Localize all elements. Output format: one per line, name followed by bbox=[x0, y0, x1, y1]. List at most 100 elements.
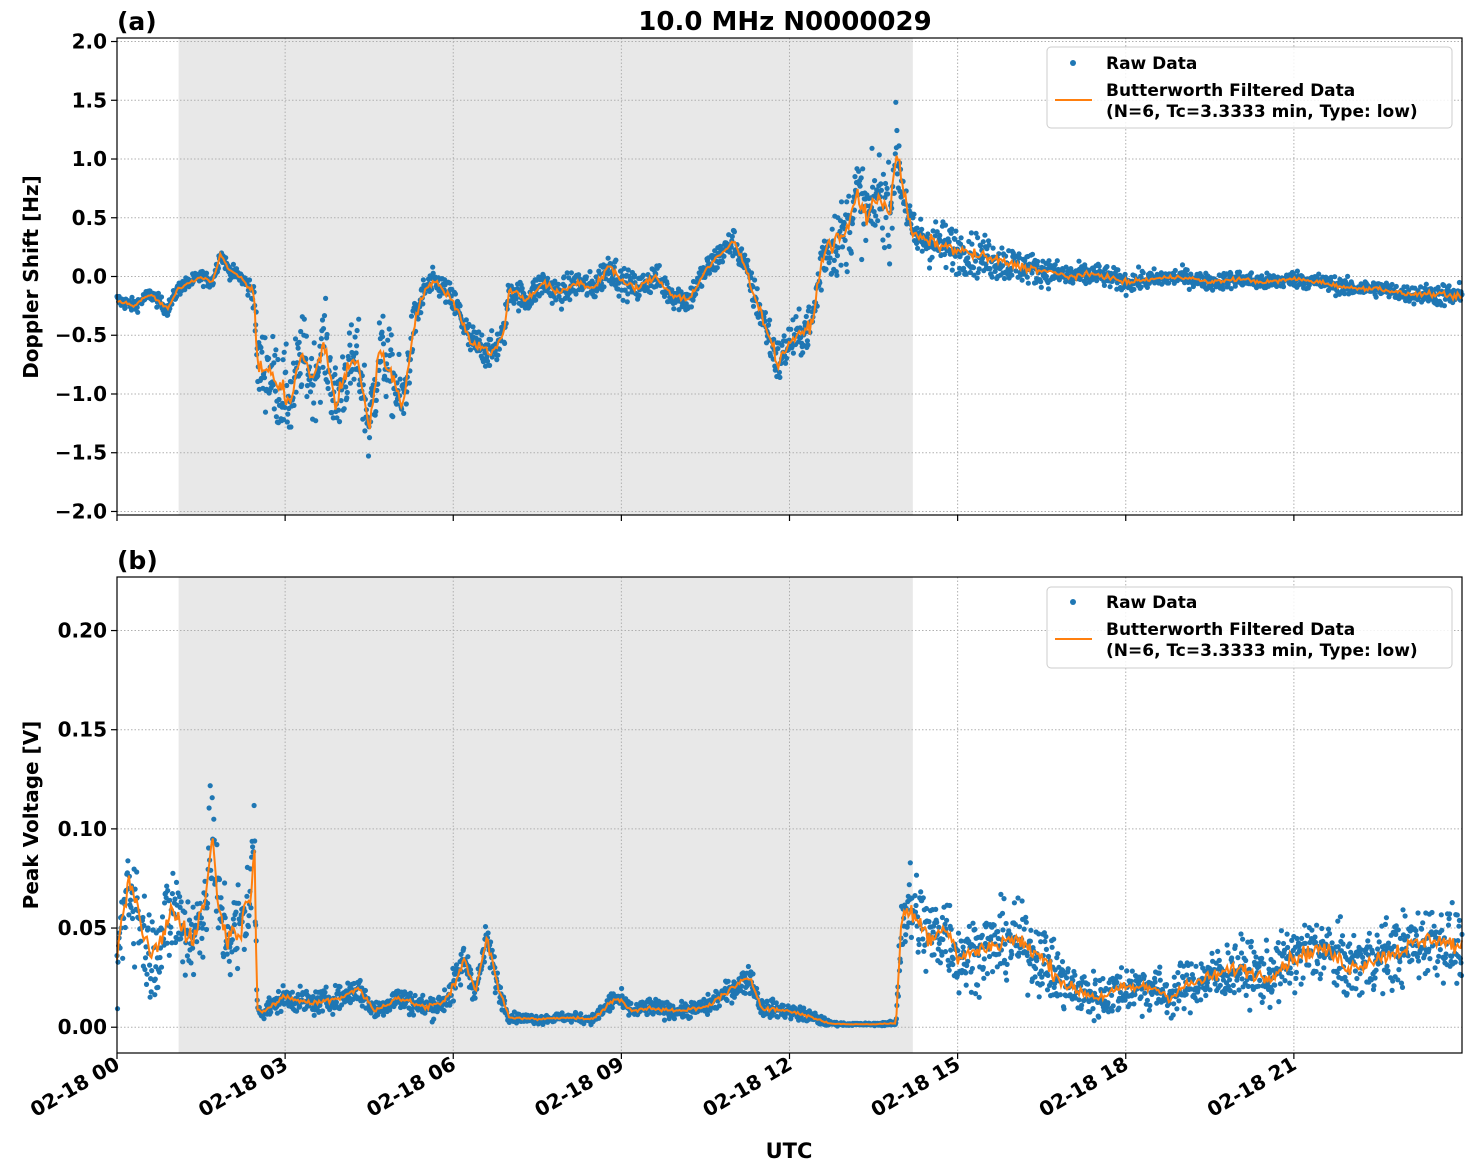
raw-data-point bbox=[978, 243, 984, 249]
raw-data-point bbox=[937, 238, 944, 244]
raw-data-point bbox=[266, 355, 272, 361]
raw-data-point bbox=[282, 404, 288, 410]
raw-data-point bbox=[838, 199, 845, 205]
raw-data-point bbox=[452, 291, 458, 297]
raw-data-point bbox=[344, 395, 350, 401]
raw-data-point bbox=[125, 858, 131, 864]
raw-data-point bbox=[620, 297, 626, 303]
raw-data-point bbox=[268, 1009, 274, 1015]
raw-data-point bbox=[1157, 977, 1163, 983]
raw-data-point bbox=[826, 260, 832, 266]
raw-data-point bbox=[393, 401, 400, 407]
raw-data-point bbox=[317, 399, 323, 405]
raw-data-point bbox=[918, 889, 924, 895]
raw-data-point bbox=[164, 940, 170, 946]
raw-data-point bbox=[226, 958, 232, 964]
raw-data-point bbox=[981, 956, 987, 962]
raw-data-point bbox=[127, 897, 134, 903]
raw-data-point bbox=[275, 356, 281, 363]
raw-data-point bbox=[1002, 941, 1008, 947]
raw-data-point bbox=[311, 400, 317, 406]
raw-data-point bbox=[230, 261, 236, 267]
raw-data-point bbox=[1094, 278, 1100, 284]
raw-data-point bbox=[467, 347, 474, 353]
raw-data-point bbox=[1456, 279, 1462, 286]
raw-data-point bbox=[721, 253, 727, 259]
raw-data-point bbox=[182, 972, 188, 978]
raw-data-point bbox=[448, 300, 454, 306]
raw-data-point bbox=[907, 203, 913, 209]
raw-data-point bbox=[972, 258, 979, 264]
raw-data-point bbox=[742, 252, 748, 258]
raw-data-point bbox=[1090, 968, 1097, 974]
raw-data-point bbox=[834, 253, 841, 259]
panel-a-x-ticks bbox=[116, 515, 1295, 521]
raw-data-point bbox=[1188, 271, 1194, 277]
raw-data-point bbox=[953, 228, 959, 234]
raw-data-point bbox=[943, 264, 949, 271]
raw-data-point bbox=[472, 995, 478, 1001]
raw-data-point bbox=[729, 233, 735, 240]
raw-data-point bbox=[227, 972, 233, 978]
raw-data-point bbox=[343, 384, 349, 390]
raw-data-point bbox=[429, 286, 435, 292]
raw-data-point bbox=[1259, 273, 1265, 279]
raw-data-point bbox=[311, 1012, 317, 1018]
raw-data-point bbox=[1033, 965, 1039, 972]
raw-data-point bbox=[338, 398, 344, 404]
raw-data-point bbox=[688, 304, 695, 310]
raw-data-point bbox=[625, 267, 631, 273]
raw-data-point bbox=[241, 946, 247, 953]
raw-data-point bbox=[826, 250, 832, 256]
raw-data-point bbox=[182, 909, 188, 916]
raw-data-point bbox=[625, 291, 631, 297]
raw-data-point bbox=[558, 306, 565, 312]
raw-data-point bbox=[489, 328, 495, 334]
raw-data-point bbox=[974, 275, 980, 281]
raw-data-point bbox=[1282, 978, 1288, 984]
raw-data-point bbox=[1264, 948, 1270, 954]
raw-data-point bbox=[465, 954, 471, 960]
legend-filtered-label-line1: Butterworth Filtered Data bbox=[1106, 81, 1355, 101]
raw-data-point bbox=[1081, 974, 1087, 980]
raw-data-point bbox=[470, 324, 476, 330]
raw-data-point bbox=[1280, 284, 1287, 290]
raw-data-point bbox=[891, 190, 897, 196]
raw-data-point bbox=[1235, 955, 1241, 961]
raw-data-point bbox=[963, 271, 969, 277]
raw-data-point bbox=[960, 944, 966, 950]
raw-data-point bbox=[1302, 922, 1308, 928]
raw-data-point bbox=[340, 354, 346, 360]
raw-data-point bbox=[1054, 258, 1060, 264]
raw-data-point bbox=[549, 300, 555, 306]
raw-data-point bbox=[1141, 973, 1147, 979]
raw-data-point bbox=[1051, 936, 1057, 942]
raw-data-point bbox=[480, 359, 486, 365]
raw-data-point bbox=[1288, 970, 1294, 976]
raw-data-point bbox=[200, 921, 206, 927]
raw-data-point bbox=[1023, 914, 1029, 921]
raw-data-point bbox=[885, 191, 891, 197]
raw-data-point bbox=[931, 952, 937, 958]
raw-data-point bbox=[742, 990, 748, 996]
raw-data-point bbox=[593, 274, 599, 280]
raw-data-point bbox=[396, 351, 402, 357]
raw-data-point bbox=[990, 245, 996, 251]
raw-data-point bbox=[921, 948, 927, 954]
raw-data-point bbox=[430, 270, 436, 276]
raw-data-point bbox=[1035, 258, 1041, 265]
raw-data-point bbox=[683, 301, 689, 307]
raw-data-point bbox=[856, 168, 862, 174]
raw-data-point bbox=[876, 152, 882, 158]
raw-data-point bbox=[729, 1000, 735, 1006]
raw-data-point bbox=[1393, 283, 1399, 290]
raw-data-point bbox=[1105, 1000, 1111, 1006]
y-tick-label: −1.0 bbox=[55, 382, 107, 406]
raw-data-point bbox=[754, 286, 760, 292]
raw-data-point bbox=[1038, 279, 1044, 285]
raw-data-point bbox=[354, 327, 360, 334]
raw-data-point bbox=[1278, 928, 1284, 934]
raw-data-point bbox=[388, 347, 394, 353]
raw-data-point bbox=[309, 355, 315, 362]
raw-data-point bbox=[323, 984, 329, 990]
